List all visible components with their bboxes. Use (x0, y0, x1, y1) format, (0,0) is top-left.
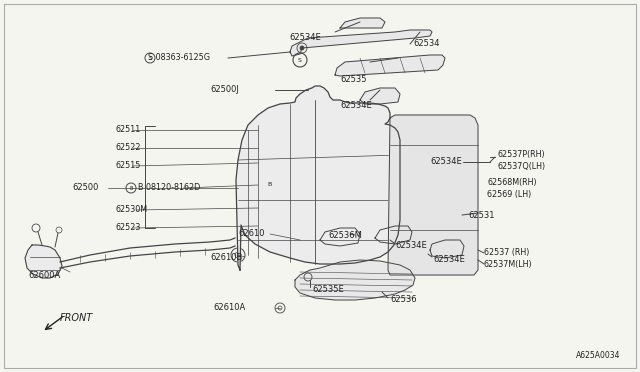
Polygon shape (430, 240, 464, 258)
Text: 62531: 62531 (468, 211, 495, 219)
Polygon shape (375, 226, 412, 244)
Text: 62569 (LH): 62569 (LH) (487, 189, 531, 199)
Polygon shape (360, 88, 400, 104)
Text: B: B (268, 183, 272, 187)
Polygon shape (236, 86, 400, 270)
Text: 62536: 62536 (390, 295, 417, 305)
Text: 62600A: 62600A (28, 270, 60, 279)
Text: S: S (298, 58, 302, 62)
Text: 62537 (RH): 62537 (RH) (484, 248, 529, 257)
Text: 62500J: 62500J (210, 86, 239, 94)
Text: 62534E: 62534E (430, 157, 461, 167)
Polygon shape (388, 115, 478, 275)
Text: A625A0034: A625A0034 (575, 350, 620, 359)
Text: 62534E: 62534E (433, 256, 465, 264)
Text: 62610A: 62610A (213, 304, 245, 312)
Text: 62534E: 62534E (340, 100, 372, 109)
Text: 62535: 62535 (340, 76, 367, 84)
Polygon shape (290, 30, 432, 56)
Polygon shape (335, 55, 445, 76)
Text: 62537M(LH): 62537M(LH) (484, 260, 532, 269)
Text: 62537Q(LH): 62537Q(LH) (497, 161, 545, 170)
Text: 62610: 62610 (238, 230, 264, 238)
Text: 62534E: 62534E (395, 241, 427, 250)
Text: 62536M: 62536M (328, 231, 362, 240)
Text: 62534E: 62534E (289, 33, 321, 42)
Text: 62515: 62515 (115, 161, 140, 170)
Text: 62500: 62500 (72, 183, 99, 192)
Text: 62568M(RH): 62568M(RH) (487, 179, 536, 187)
Text: 62522: 62522 (115, 144, 141, 153)
Circle shape (300, 46, 304, 50)
Circle shape (426, 191, 434, 199)
Text: S 08363-6125G: S 08363-6125G (148, 54, 210, 62)
Polygon shape (320, 228, 360, 246)
Text: S: S (148, 55, 152, 61)
Polygon shape (25, 245, 62, 278)
Polygon shape (340, 18, 385, 28)
Text: B 08120-8162D: B 08120-8162D (138, 183, 200, 192)
Text: FRONT: FRONT (60, 313, 93, 323)
Text: 62523: 62523 (115, 224, 140, 232)
Text: 62535E: 62535E (312, 285, 344, 294)
Polygon shape (295, 260, 415, 300)
Text: 62537P(RH): 62537P(RH) (497, 151, 545, 160)
Text: B: B (129, 186, 132, 190)
Text: 62511: 62511 (115, 125, 140, 135)
Text: 62530M: 62530M (115, 205, 147, 215)
Text: 62610B: 62610B (210, 253, 243, 262)
Text: 62534: 62534 (413, 39, 440, 48)
